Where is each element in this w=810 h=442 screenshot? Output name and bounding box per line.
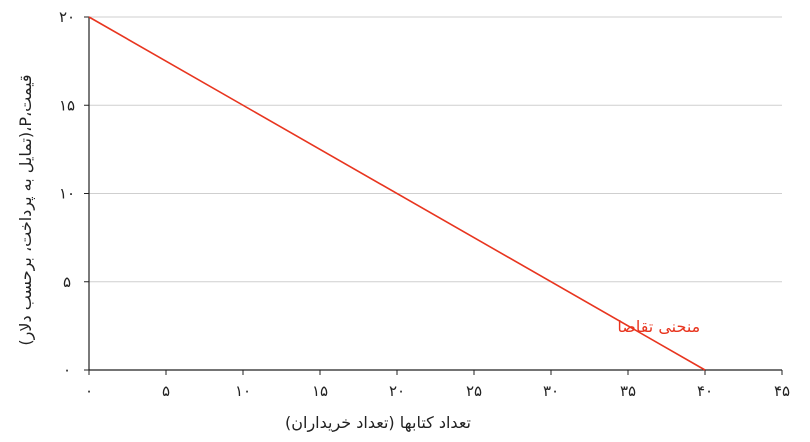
x-tick-label-9: ۴۵ xyxy=(774,382,790,400)
x-tick-label-2: ۱۰ xyxy=(235,382,251,400)
x-axis-label: تعداد کتابها (تعداد خریداران) xyxy=(285,413,471,433)
gridlines xyxy=(89,16,782,283)
x-tick-label-8: ۴۰ xyxy=(697,382,713,400)
y-tick-label-0: ۰ xyxy=(63,361,71,379)
y-tick-label-1: ۵ xyxy=(63,273,71,291)
x-tick-label-6: ۳۰ xyxy=(543,382,559,400)
y-tick-labels: ۰ ۵ ۱۰ ۱۵ ۲۰ xyxy=(59,8,89,379)
y-tick-label-4: ۲۰ xyxy=(59,8,75,26)
x-tick-label-7: ۳۵ xyxy=(620,382,636,400)
y-tick-label-2: ۱۰ xyxy=(59,185,75,203)
x-tick-label-5: ۲۵ xyxy=(466,382,482,400)
y-axis-label: قیمت،P،(تمایل به پرداخت، برحسب دلار) xyxy=(16,74,36,345)
x-tick-label-4: ۲۰ xyxy=(389,382,405,400)
y-tick-label-3: ۱۵ xyxy=(59,96,75,114)
x-tick-label-1: ۵ xyxy=(162,382,170,400)
demand-curve-label: منحنی تقاضا xyxy=(617,317,700,336)
x-tick-label-0: ۰ xyxy=(85,382,93,400)
demand-curve-line xyxy=(88,16,706,371)
series-layer xyxy=(88,16,706,371)
x-tick-labels: ۰ ۵ ۱۰ ۱۵ ۲۰ ۲۵ ۳۰ ۳۵ ۴۰ ۴۵ xyxy=(85,370,790,400)
x-tick-label-3: ۱۵ xyxy=(312,382,328,400)
